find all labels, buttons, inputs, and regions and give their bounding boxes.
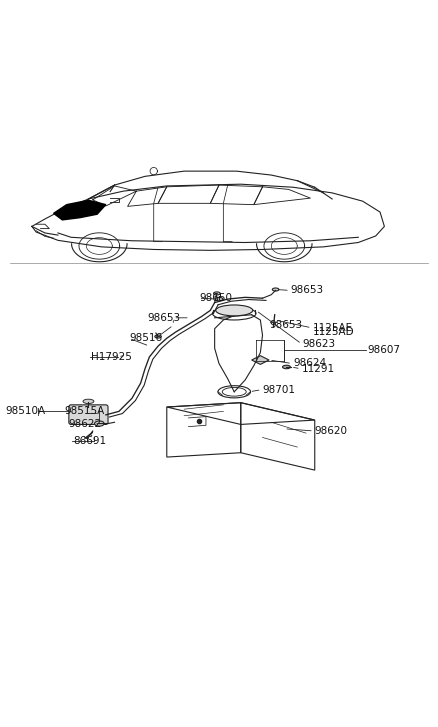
- Text: 1125AE: 1125AE: [313, 323, 353, 333]
- Text: 86691: 86691: [73, 436, 106, 446]
- Text: 98650: 98650: [199, 293, 233, 303]
- Ellipse shape: [214, 292, 220, 295]
- Text: 98515A: 98515A: [64, 406, 105, 417]
- Text: 98620: 98620: [315, 426, 348, 436]
- Text: 98510A: 98510A: [6, 406, 46, 417]
- Polygon shape: [252, 356, 269, 364]
- Text: 98653: 98653: [291, 286, 324, 295]
- Text: 98622: 98622: [69, 419, 102, 428]
- Text: 98653: 98653: [269, 320, 302, 330]
- Text: 98623: 98623: [303, 339, 336, 349]
- Ellipse shape: [215, 297, 223, 301]
- Text: 11291: 11291: [302, 364, 335, 374]
- Text: 1125AD: 1125AD: [313, 327, 354, 337]
- Text: 98607: 98607: [367, 345, 400, 356]
- Text: 98653: 98653: [147, 313, 180, 323]
- Text: 98624: 98624: [293, 358, 326, 369]
- Ellipse shape: [155, 335, 161, 338]
- Ellipse shape: [216, 305, 253, 316]
- Ellipse shape: [83, 399, 94, 403]
- Text: 98701: 98701: [262, 385, 296, 395]
- Polygon shape: [53, 201, 106, 220]
- Text: H17925: H17925: [91, 352, 131, 362]
- Text: 98516: 98516: [130, 333, 163, 343]
- Ellipse shape: [95, 421, 104, 426]
- Ellipse shape: [283, 365, 290, 369]
- FancyBboxPatch shape: [69, 405, 108, 425]
- Ellipse shape: [272, 288, 279, 291]
